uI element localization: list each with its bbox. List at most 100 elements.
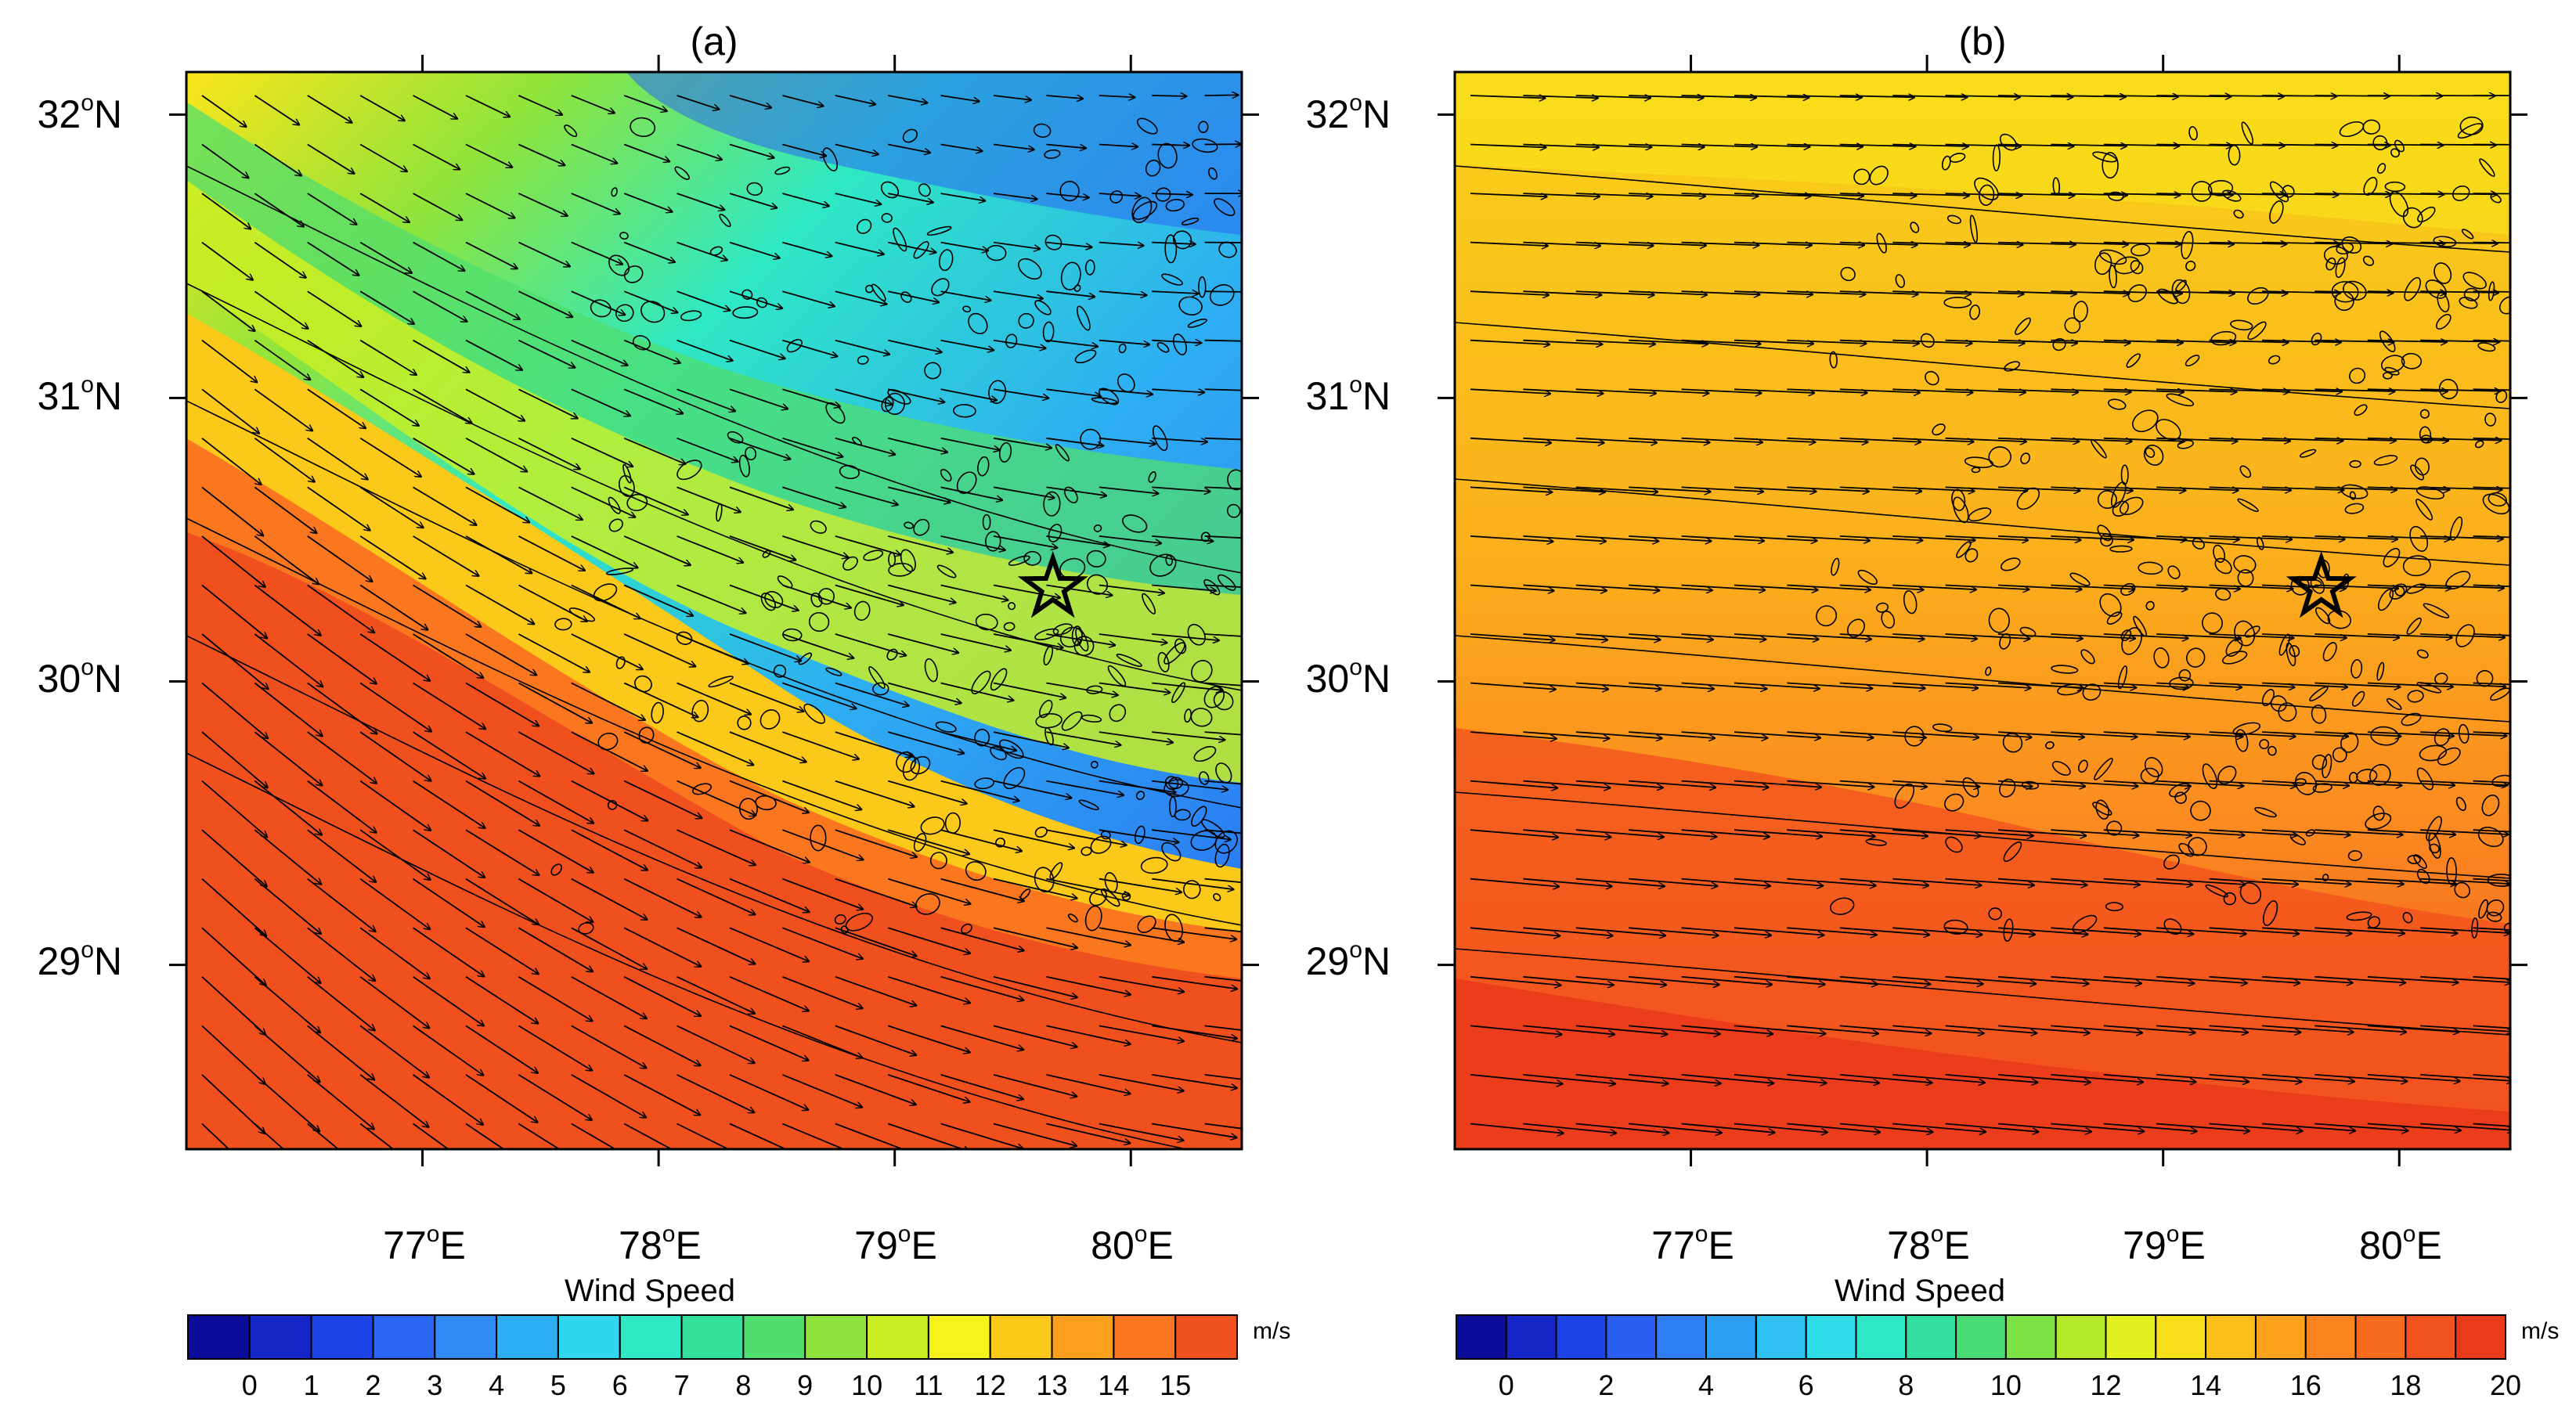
wind-vector	[2261, 341, 2341, 343]
terrain-contour	[863, 550, 884, 561]
colorbar-label: 4	[1698, 1369, 1714, 1401]
wind-vector	[1681, 535, 1765, 541]
wind-vector	[1099, 437, 1156, 444]
wind-vector	[729, 975, 809, 1011]
wind-vector	[307, 1074, 374, 1130]
wind-vector	[782, 780, 861, 810]
colorbar-label: 4	[489, 1369, 504, 1401]
wind-vector	[201, 95, 247, 127]
wind-vector	[993, 388, 1048, 398]
wind-vector	[1575, 975, 1667, 985]
wind-vector	[1046, 486, 1106, 496]
wind-vector	[1575, 535, 1659, 542]
wind-vector	[201, 1123, 230, 1149]
wind-vector	[201, 339, 257, 383]
wind-vector	[1734, 1025, 1826, 1033]
wind-vector	[2209, 1074, 2302, 1082]
panel-a-colorbar: Wind Speed m/s 0 1 2 3 4 5 6 7 8 9 10 11 12 13 14 15	[187, 1274, 1290, 1401]
wind-vector	[1629, 339, 1708, 344]
wind-vector	[2261, 487, 2344, 490]
wind-vector	[1892, 1025, 1984, 1033]
wind-vector	[2209, 291, 2288, 293]
wind-vector	[518, 682, 592, 723]
wind-vector	[2103, 1074, 2196, 1082]
colorbar-label: 10	[1990, 1369, 2022, 1401]
terrain-contour	[902, 128, 918, 143]
terrain-contour	[1073, 284, 1081, 292]
panel-a-axis-ticks	[169, 55, 1259, 1166]
wind-vector	[413, 976, 484, 1026]
terrain-contour	[2461, 229, 2474, 240]
wind-vector	[1099, 829, 1179, 842]
wind-vector	[676, 584, 746, 614]
colorbar-box	[927, 1314, 991, 1360]
wind-vector	[1681, 1074, 1774, 1083]
wind-vector	[413, 878, 485, 928]
wind-vector	[201, 290, 255, 331]
wind-vector	[1152, 437, 1207, 442]
wind-vector	[518, 290, 572, 317]
wind-vector	[1681, 829, 1770, 837]
terrain-contour	[1191, 806, 1207, 827]
terrain-contour	[1932, 423, 1946, 436]
terrain-contour	[817, 588, 835, 605]
wind-vector	[2367, 1025, 2459, 1032]
wind-vector	[571, 290, 626, 315]
wind-vector	[2367, 927, 2458, 933]
panel-b-lon-label: 80oE	[2359, 1221, 2442, 1267]
wind-vector	[359, 143, 407, 172]
speed-contour	[1455, 635, 2510, 723]
terrain-contour	[2455, 796, 2466, 812]
terrain-contour	[1161, 842, 1182, 862]
terrain-contour	[2386, 697, 2402, 711]
wind-vector	[1839, 96, 1915, 97]
wind-vector	[1945, 878, 2034, 885]
wind-vector	[1152, 975, 1237, 989]
wind-vector	[2156, 682, 2242, 688]
terrain-contour	[2474, 440, 2484, 449]
wind-vector	[2051, 584, 2134, 589]
panel-b-colorbar-title: Wind Speed	[1835, 1274, 2005, 1308]
wind-vector	[1629, 584, 1712, 591]
wind-vector	[993, 780, 1072, 798]
terrain-contour	[2481, 794, 2500, 816]
terrain-contour	[913, 241, 929, 259]
wind-vector	[2103, 243, 2181, 245]
terrain-contour	[936, 564, 957, 578]
wind-vector	[1945, 780, 2033, 787]
wind-vector	[359, 927, 430, 979]
wind-vector	[2156, 780, 2243, 787]
wind-vector	[1152, 1123, 1237, 1138]
wind-vector	[1046, 143, 1086, 149]
wind-vector	[1892, 731, 1979, 737]
wind-vector	[359, 241, 412, 273]
colorbar-label: 7	[674, 1369, 690, 1401]
colorbar-box	[619, 1314, 683, 1360]
wind-vector	[2367, 389, 2448, 391]
terrain-contour	[2394, 139, 2405, 153]
wind-vector	[1787, 1025, 1878, 1033]
terrain-contour	[2372, 135, 2388, 151]
wind-vector	[571, 829, 648, 870]
terrain-contour	[774, 166, 791, 175]
wind-vector	[2473, 927, 2510, 931]
wind-vector	[2103, 927, 2194, 934]
wind-vector	[1575, 96, 1651, 98]
wind-vector	[1734, 339, 1813, 344]
terrain-contour	[924, 362, 942, 380]
wind-vector	[623, 682, 698, 718]
wind-vector	[1204, 780, 1242, 785]
wind-vector	[2473, 682, 2510, 686]
terrain-contour	[1055, 444, 1070, 462]
wind-vector	[413, 241, 465, 271]
wind-vector	[1734, 829, 1822, 836]
wind-vector	[413, 780, 485, 828]
wind-vector	[1629, 437, 1709, 443]
wind-vector	[2051, 145, 2127, 146]
wind-vector	[835, 829, 917, 857]
wind-vector	[940, 241, 988, 251]
wind-vector	[571, 95, 615, 113]
wind-vector	[1734, 193, 1811, 196]
terrain-contour	[2051, 665, 2079, 674]
wind-vector	[1787, 682, 1872, 689]
